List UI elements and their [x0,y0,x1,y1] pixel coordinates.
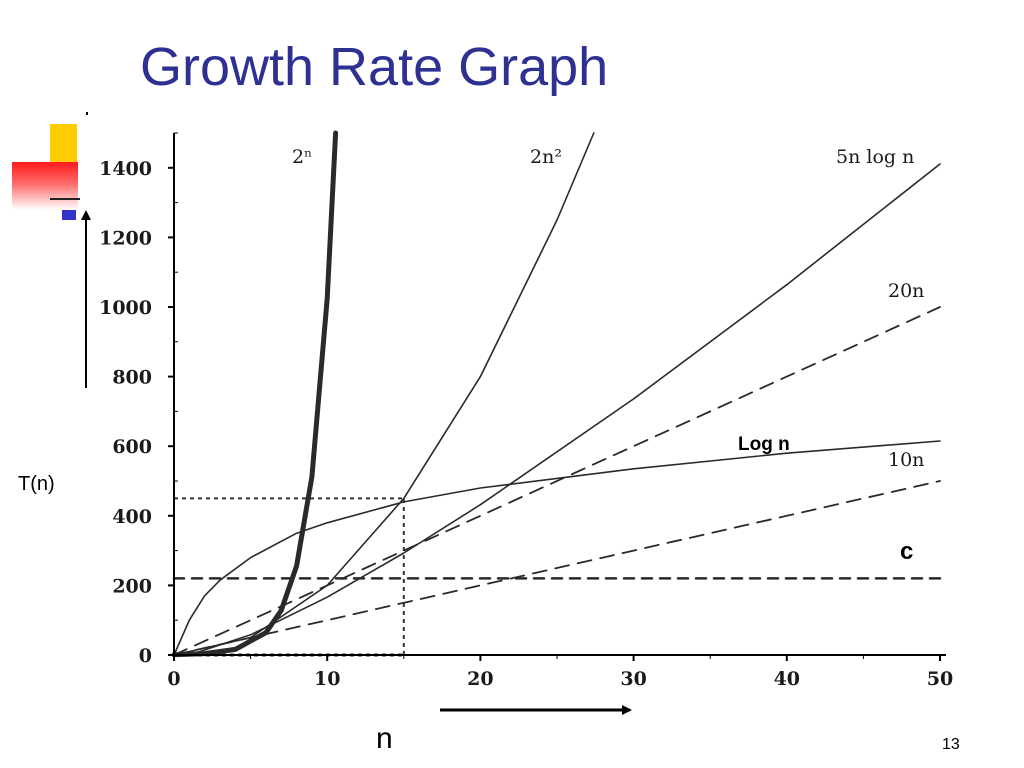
series-line-20n [173,306,941,656]
x-tick-label: 40 [774,668,800,690]
y-tick-label: 800 [112,367,152,389]
series-label-log-n: Log n [738,434,790,455]
x-tick-label: 50 [927,668,953,690]
decorative-blue-bullet [62,210,76,220]
y-tick-label: 0 [139,645,152,667]
page-number: 13 [942,736,960,753]
series-line-5n-log2-n [188,163,941,656]
x-tick-label: 20 [467,668,493,690]
series-label-5n-log2-n: 5n log n [836,146,914,168]
y-tick-label: 1400 [99,158,152,180]
y-axis-title: T(n) [18,473,55,495]
series-label-10n: 10n [888,449,924,471]
y-tick-label: 400 [112,506,152,528]
decorative-yellow-square [50,124,77,162]
decorative-red-block [12,162,78,210]
slide-title: Growth Rate Graph [140,37,609,97]
x-tick-label: 30 [620,668,646,690]
y-tick-label: 200 [112,575,152,597]
series-line-2-n [171,130,339,658]
series-line-2n-2 [173,132,595,656]
series-line-log-n [173,440,941,656]
series-label-2n-2: 2n² [530,146,562,168]
x-tick-label: 0 [167,668,180,690]
series-label-2-n: 2ⁿ [292,146,312,168]
ticks-layer: 0 200 400 600 800 1000 1200 1400 0 10 20 30 40 50 [99,132,953,690]
series-labels-layer: 2ⁿ 2n² 5n log n 20n Log n 10n c [292,146,924,565]
decorative-divider [50,198,80,200]
x-tick-label: 10 [314,668,340,690]
y-tick-label: 1000 [99,297,152,319]
decorative-dot [86,112,88,115]
reference-lines-layer [174,497,405,657]
series-line-10n [173,480,941,656]
y-tick-label: 1200 [99,227,152,249]
series-label-c: c [900,538,913,565]
y-tick-label: 600 [112,436,152,458]
series-label-20n: 20n [888,280,924,302]
series-layer [171,130,942,658]
x-axis-title: n [376,722,393,755]
axes-layer [173,133,946,656]
